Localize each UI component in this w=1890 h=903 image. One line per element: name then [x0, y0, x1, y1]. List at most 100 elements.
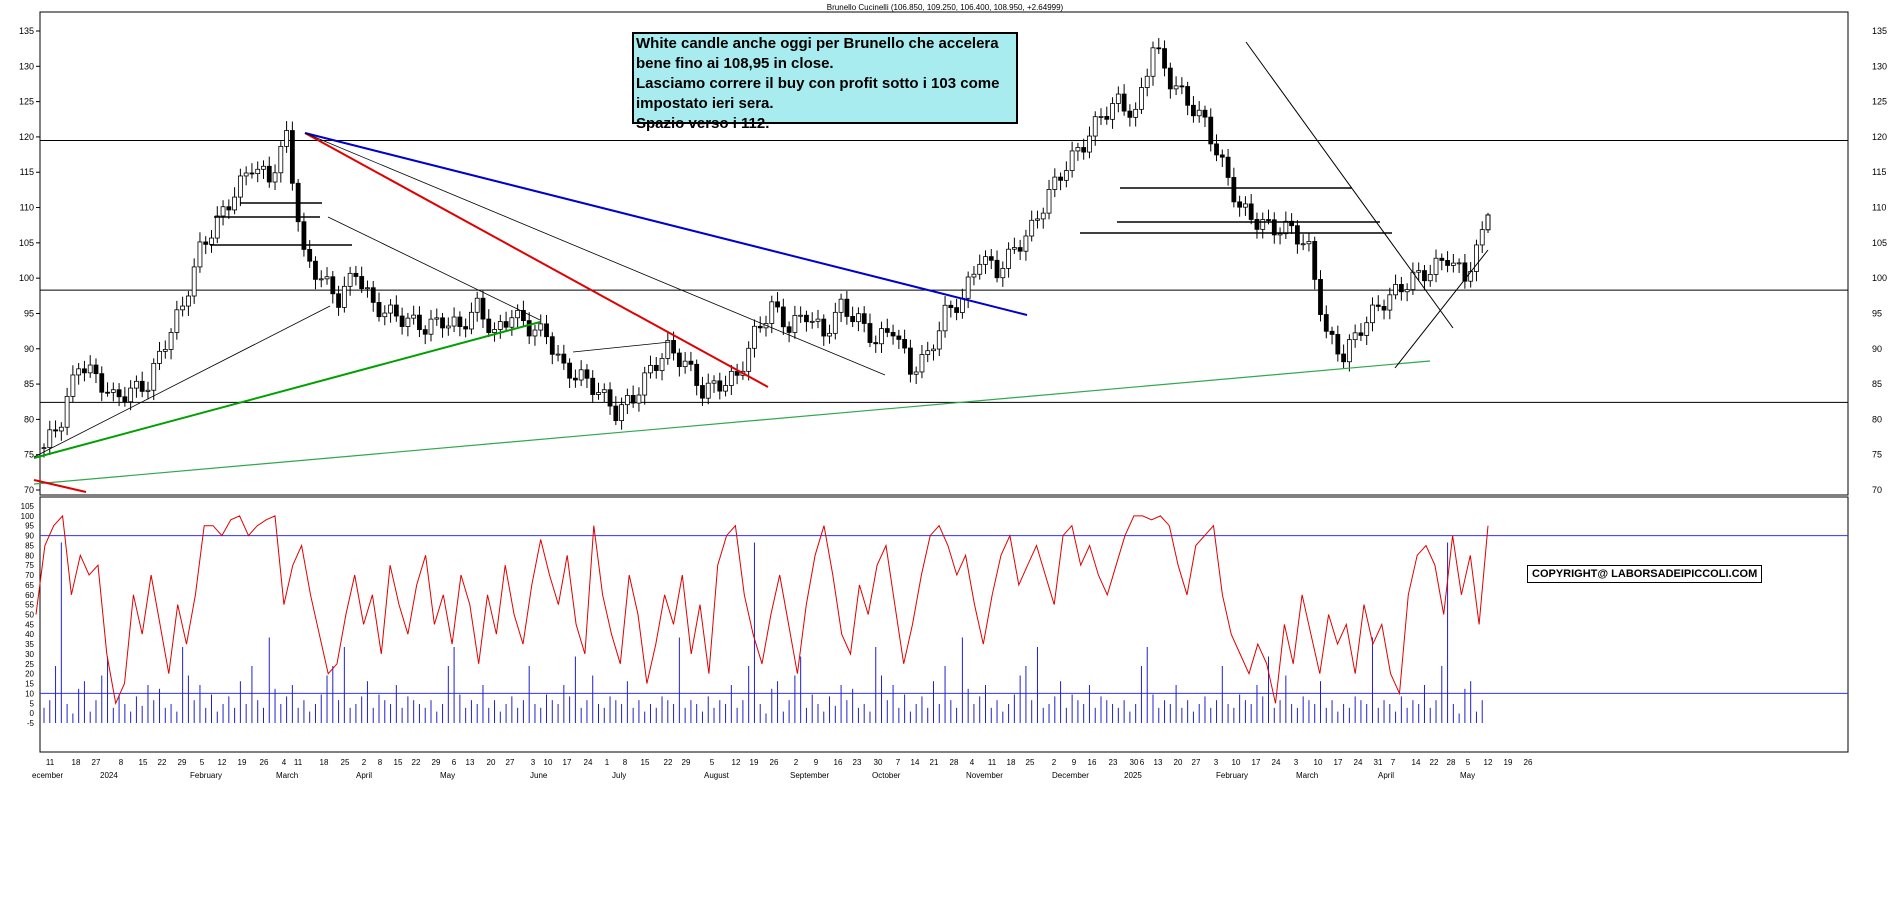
candle-body	[694, 363, 700, 386]
candle-body	[399, 315, 405, 327]
candle-body	[555, 353, 561, 356]
date-tick-label: 16	[1088, 758, 1097, 767]
candle-body	[122, 396, 128, 403]
candle-body	[191, 266, 197, 297]
candle-body	[376, 302, 382, 318]
osc-tick-label: 5	[30, 699, 35, 708]
candle-body	[1387, 294, 1393, 311]
date-tick-label: 22	[1430, 758, 1439, 767]
candle-body	[1248, 203, 1254, 220]
y-tick-label-left: 110	[20, 203, 34, 213]
y-tick-label-left: 115	[20, 167, 34, 177]
candle-body	[1277, 233, 1283, 236]
date-tick-label: 22	[664, 758, 673, 767]
note-line: Spazio verso i 112.	[636, 115, 770, 132]
candle-body	[1225, 156, 1231, 178]
y-tick-label-right: 120	[1872, 132, 1887, 142]
date-tick-label: 6	[1140, 758, 1145, 767]
candle-body	[1427, 274, 1433, 282]
date-tick-label: 3	[1214, 758, 1219, 767]
candle-body	[1006, 248, 1011, 269]
candle-body	[162, 349, 168, 352]
candle-body	[700, 385, 705, 399]
date-tick-label: 24	[1272, 758, 1281, 767]
candle-body	[388, 304, 393, 314]
candle-body	[249, 172, 255, 175]
candle-body	[908, 347, 913, 375]
candle-body	[110, 389, 116, 393]
candle-body	[902, 339, 908, 349]
date-tick-label: 10	[544, 758, 553, 767]
month-label: November	[966, 771, 1003, 780]
candle-body	[1219, 154, 1225, 158]
trendline	[1245, 41, 1454, 329]
candle-body	[382, 312, 388, 318]
month-label: May	[1460, 771, 1475, 780]
y-tick-label-left: 80	[24, 414, 34, 424]
trendline	[1394, 249, 1489, 369]
candle-body	[151, 363, 157, 391]
candle-body	[1335, 334, 1341, 355]
month-label: September	[790, 771, 829, 780]
candle-body	[203, 241, 209, 245]
candle-body	[1398, 284, 1404, 293]
candle-body	[1266, 219, 1271, 221]
osc-tick-label: 40	[25, 630, 34, 639]
candle-body	[463, 326, 469, 330]
candle-body	[913, 371, 919, 375]
candle-body	[492, 329, 497, 333]
candle-body	[1133, 108, 1139, 118]
y-tick-label-right: 90	[1872, 344, 1882, 354]
candle-body	[365, 287, 370, 290]
candle-body	[145, 389, 151, 392]
candle-body	[1069, 150, 1075, 171]
date-tick-label: 15	[394, 758, 403, 767]
date-tick-label: 25	[341, 758, 350, 767]
candle-body	[87, 364, 93, 374]
candle-body	[792, 314, 798, 333]
candle-body	[1115, 93, 1121, 104]
candle-body	[671, 340, 676, 354]
trendline	[304, 132, 1028, 316]
osc-tick-label: 50	[25, 611, 34, 620]
candle-body	[318, 278, 324, 281]
date-tick-label: 17	[1334, 758, 1343, 767]
y-tick-label-left: 70	[24, 485, 34, 495]
month-label: April	[1378, 771, 1394, 780]
candle-body	[330, 276, 336, 295]
month-label: May	[440, 771, 455, 780]
candle-body	[313, 260, 318, 280]
candle-body	[76, 368, 82, 376]
osc-tick-label: -5	[27, 719, 35, 728]
date-tick-label: 11	[988, 758, 997, 767]
trendline	[304, 132, 769, 388]
candle-body	[884, 328, 890, 333]
y-tick-label-left: 105	[19, 238, 34, 248]
candle-body	[324, 276, 330, 280]
chart-title: Brunello Cucinelli (106.850, 109.250, 10…	[827, 3, 1064, 12]
candle-body	[157, 350, 162, 364]
month-label: December	[1052, 771, 1089, 780]
analysis-note: White candle anche oggi per Brunello che…	[632, 32, 1018, 132]
candle-body	[590, 377, 596, 395]
last-candle-body	[1485, 214, 1491, 231]
date-tick-label: 18	[72, 758, 81, 767]
date-tick-label: 10	[1314, 758, 1323, 767]
osc-tick-label: 90	[25, 532, 34, 541]
candle-body	[1474, 244, 1479, 272]
y-tick-label-right: 75	[1872, 450, 1882, 460]
month-label: February	[190, 771, 222, 780]
oscillator-line	[35, 514, 1489, 705]
candle-body	[636, 394, 642, 404]
date-tick-label: 17	[1252, 758, 1261, 767]
date-tick-label: 5	[200, 758, 205, 767]
month-label: June	[530, 771, 548, 780]
candle-body	[1098, 116, 1104, 118]
date-axis: 11 18 27 8 15 22 29 5 12 19 26 4 11 18 25 2 8 15 22 29 6 13 20…	[32, 758, 1533, 780]
osc-tick-label: 80	[25, 551, 34, 560]
candle-body	[1318, 279, 1323, 315]
candle-body	[584, 369, 590, 379]
candle-body	[128, 387, 134, 403]
date-tick-label: 25	[1026, 758, 1035, 767]
month-label: February	[1216, 771, 1248, 780]
